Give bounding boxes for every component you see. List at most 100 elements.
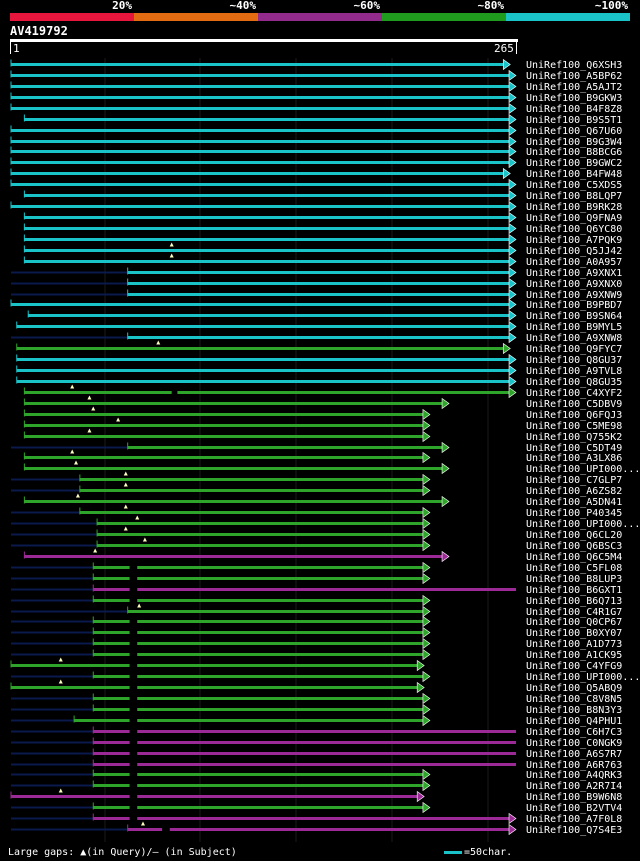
hit-bar (11, 303, 510, 306)
query-gap-marker (123, 482, 128, 487)
hit-end-arrow (508, 135, 517, 148)
hit-end-arrow (508, 812, 517, 825)
hit-bar (93, 817, 510, 820)
hit-label: UniRef100_Q67U60 (526, 126, 622, 137)
hit-bar (24, 249, 511, 252)
subject-gap (129, 588, 138, 591)
hit-bar (24, 391, 511, 394)
hit-end-arrow (508, 364, 517, 377)
hit-bar (93, 784, 424, 787)
hit-bar (93, 653, 424, 656)
hit-label: UniRef100_Q6XSH3 (526, 60, 622, 71)
subject-gap (129, 708, 138, 711)
hit-bar (16, 380, 510, 383)
hit-end-arrow (422, 648, 431, 661)
hit-end-arrow (422, 517, 431, 530)
hit-bar (16, 347, 505, 350)
query-gap-marker (137, 603, 142, 608)
subject-gap (129, 686, 138, 689)
hit-end-arrow (508, 375, 517, 388)
hit-label: UniRef100_Q8GU37 (526, 355, 622, 366)
subject-gap (129, 817, 138, 820)
hit-bar (24, 555, 444, 558)
hit-label: UniRef100_B8LUP3 (526, 574, 622, 585)
hit-end-arrow (441, 441, 450, 454)
hit-bar (11, 63, 505, 66)
hit-label: UniRef100_A6ZS82 (526, 486, 622, 497)
hit-end-arrow (508, 353, 517, 366)
hit-label: UniRef100_A9TVL8 (526, 366, 622, 377)
hit-bar (93, 588, 516, 591)
hit-label: UniRef100_Q755K2 (526, 432, 622, 443)
legend-label: ~100% (594, 0, 628, 12)
query-gap-marker (156, 340, 161, 345)
hit-bar (93, 577, 424, 580)
hit-end-arrow (422, 670, 431, 683)
hit-label: UniRef100_UPI000... (526, 464, 640, 475)
hit-bar (11, 140, 510, 143)
hit-end-arrow (508, 156, 517, 169)
legend-color-segment (382, 13, 506, 21)
hit-label: UniRef100_C5FL08 (526, 563, 622, 574)
hit-label: UniRef100_Q0CP67 (526, 617, 622, 628)
hit-end-arrow (422, 484, 431, 497)
hit-bar (93, 708, 424, 711)
hit-label: UniRef100_P40345 (526, 508, 622, 519)
hit-end-arrow (441, 397, 450, 410)
query-gap-marker (74, 460, 79, 465)
hit-end-arrow (502, 342, 511, 355)
hit-label: UniRef100_UPI000... (526, 672, 640, 683)
hit-bar (97, 544, 424, 547)
hit-label: UniRef100_B6Q713 (526, 596, 622, 607)
hit-end-arrow (508, 266, 517, 279)
hit-bar (24, 456, 424, 459)
hit-end-arrow (508, 823, 517, 836)
hit-end-arrow (508, 145, 517, 158)
hit-bar (16, 369, 510, 372)
hit-end-arrow (422, 692, 431, 705)
subject-gap (129, 631, 138, 634)
hit-label: UniRef100_B9MYL5 (526, 322, 622, 333)
hit-bar (11, 183, 510, 186)
hit-end-arrow (508, 244, 517, 257)
hit-bar (79, 478, 424, 481)
hit-label: UniRef100_B9SN64 (526, 311, 622, 322)
hit-end-arrow (508, 200, 517, 213)
hit-label: UniRef100_Q6CL20 (526, 530, 622, 541)
subject-gap (129, 741, 138, 744)
hit-bar (24, 227, 511, 230)
hit-bar (93, 763, 516, 766)
hit-bar (11, 795, 419, 798)
hit-bar (24, 194, 511, 197)
hit-end-arrow (422, 637, 431, 650)
hit-end-arrow (508, 320, 517, 333)
hit-end-arrow (422, 419, 431, 432)
hit-end-arrow (441, 462, 450, 475)
hit-end-arrow (422, 506, 431, 519)
hit-end-arrow (502, 167, 511, 180)
hit-bar (11, 150, 510, 153)
hit-bar (93, 642, 424, 645)
hit-bar (127, 336, 510, 339)
query-gap-marker (123, 526, 128, 531)
hit-label: UniRef100_A1CK95 (526, 650, 622, 661)
hit-label: UniRef100_B9PBD7 (526, 300, 622, 311)
query-end: 265 (494, 42, 514, 55)
hit-end-arrow (508, 124, 517, 137)
subject-gap (129, 642, 138, 645)
hit-label: UniRef100_Q9FYC7 (526, 344, 622, 355)
subject-gap (129, 784, 138, 787)
hit-end-arrow (441, 495, 450, 508)
subject-gap (171, 391, 178, 394)
hit-bar (11, 74, 510, 77)
hit-label: UniRef100_A0A957 (526, 257, 622, 268)
hit-end-arrow (422, 605, 431, 618)
hit-end-arrow (508, 211, 517, 224)
query-start-tick (10, 42, 11, 54)
hit-end-arrow (508, 91, 517, 104)
hit-end-arrow (508, 113, 517, 126)
query-gap-marker (142, 537, 147, 542)
hit-end-arrow (422, 615, 431, 628)
hit-bar (11, 172, 505, 175)
hit-bar (24, 118, 511, 121)
